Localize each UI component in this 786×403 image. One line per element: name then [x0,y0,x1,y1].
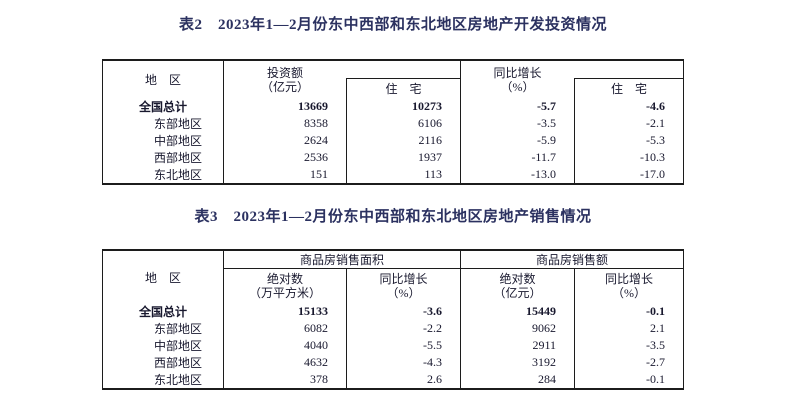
residential-value-cell: 1937 [346,149,461,166]
area-value-cell: 378 [223,371,347,389]
region-cell: 东部地区 [153,322,202,336]
amount-yoy-value-cell: -2.7 [574,354,684,371]
investment-table-title: 表2 2023年1—2月份东中西部和东北地区房地产开发投资情况 [178,17,607,33]
region-cell: 全国总计 [138,100,187,114]
residential-value-cell: 2116 [346,132,461,149]
area-value-cell: 4632 [223,354,347,371]
yoy-residential-value-cell: -17.0 [574,166,684,184]
region-cell: 西部地区 [153,151,202,165]
area-absolute-column-header: 绝对数 （万平方米） [223,268,347,303]
area-yoy-label: 同比增长 [379,272,428,286]
amount-value-cell: 284 [460,371,575,389]
table-row: 中部地区 4040 -5.5 2911 -3.5 [103,337,684,354]
table-row: 东北地区 151 113 -13.0 -17.0 [103,166,684,184]
amount-value-cell: 9062 [460,320,575,337]
table-row: 西部地区 4632 -4.3 3192 -2.7 [103,354,684,371]
sales-table-title: 表3 2023年1—2月份东中西部和东北地区房地产销售情况 [194,209,592,225]
investment-header-unit: （亿元） [260,79,309,94]
table-row: 全国总计 15133 -3.6 15449 -0.1 [103,303,684,320]
amount-value-cell: 2911 [460,337,575,354]
area-yoy-column-header: 同比增长 （%） [345,268,461,303]
table-row: 西部地区 2536 1937 -11.7 -10.3 [103,149,684,166]
region-cell: 西部地区 [153,356,202,370]
yoy-value-cell: -13.0 [460,166,575,184]
yoy-residential-header-spacer [574,60,684,79]
sales-table-header: 地 区 商品房销售面积 商品房销售额 绝对数 （万平方米） 同比增长 （%） 绝… [103,250,684,303]
region-cell: 东北地区 [153,168,202,182]
region-column-header: 地 区 [144,270,181,285]
amount-yoy-value-cell: -0.1 [574,371,684,389]
area-value-cell: 6082 [223,320,347,337]
region-column-header: 地 区 [144,73,181,87]
yoy-residential-value-cell: -4.6 [574,98,684,115]
area-yoy-value-cell: -2.2 [345,320,461,337]
area-absolute-label: 绝对数 [266,272,303,286]
region-cell: 东部地区 [153,117,202,131]
amount-value-cell: 15449 [460,303,575,320]
investment-value-cell: 151 [223,166,347,184]
sales-table-body: 全国总计 15133 -3.6 15449 -0.1 东部地区 6082 -2.… [103,303,684,389]
table-row: 东部地区 8358 6106 -3.5 -2.1 [103,115,684,132]
investment-column-header: 投资额 （亿元） [223,60,347,98]
area-yoy-value-cell: -3.6 [345,303,461,320]
investment-value-cell: 2536 [223,149,347,166]
sales-table: 地 区 商品房销售面积 商品房销售额 绝对数 （万平方米） 同比增长 （%） 绝… [102,249,685,390]
area-absolute-unit: （万平方米） [248,286,321,300]
yoy-value-cell: -5.7 [460,98,575,115]
residential-header-spacer [346,60,461,79]
yoy-residential-column-header: 住 宅 [574,78,684,98]
region-cell: 中部地区 [153,134,202,148]
residential-value-cell: 113 [346,166,461,184]
area-yoy-value-cell: 2.6 [345,371,461,389]
yoy-residential-value-cell: -2.1 [574,115,684,132]
investment-value-cell: 13669 [223,98,347,115]
amount-yoy-label: 同比增长 [605,272,654,286]
yoy-residential-value-cell: -10.3 [574,149,684,166]
sales-area-group-header: 商品房销售面积 [222,250,461,269]
investment-value-cell: 8358 [223,115,347,132]
yoy-header-label: 同比增长 [493,65,542,80]
area-yoy-value-cell: -5.5 [345,337,461,354]
amount-value-cell: 3192 [460,354,575,371]
investment-header-label: 投资额 [266,65,303,80]
area-value-cell: 15133 [223,303,347,320]
amount-yoy-unit: （%） [612,286,647,300]
area-yoy-value-cell: -4.3 [345,354,461,371]
sales-amount-group-header: 商品房销售额 [460,250,684,269]
residential-column-header: 住 宅 [346,78,461,98]
amount-absolute-column-header: 绝对数 （亿元） [460,268,575,303]
area-yoy-unit: （%） [386,286,421,300]
table-row: 中部地区 2624 2116 -5.9 -5.3 [103,132,684,149]
investment-table-body: 全国总计 13669 10273 -5.7 -4.6 东部地区 8358 610… [103,98,684,184]
amount-absolute-label: 绝对数 [499,272,536,286]
yoy-value-cell: -5.9 [460,132,575,149]
table-row: 东部地区 6082 -2.2 9062 2.1 [103,320,684,337]
yoy-header-unit: （%） [500,79,535,94]
amount-yoy-value-cell: 2.1 [574,320,684,337]
table-row: 全国总计 13669 10273 -5.7 -4.6 [103,98,684,115]
region-cell: 东北地区 [153,373,202,387]
residential-value-cell: 10273 [346,98,461,115]
yoy-value-cell: -3.5 [460,115,575,132]
amount-absolute-unit: （亿元） [493,286,542,300]
yoy-value-cell: -11.7 [460,149,575,166]
yoy-column-header: 同比增长 （%） [460,60,575,98]
investment-value-cell: 2624 [223,132,347,149]
amount-yoy-value-cell: -3.5 [574,337,684,354]
yoy-residential-value-cell: -5.3 [574,132,684,149]
amount-yoy-value-cell: -0.1 [574,303,684,320]
residential-value-cell: 6106 [346,115,461,132]
investment-table-header: 地 区 投资额 （亿元） 同比增长 （%） 住 宅 住 宅 [103,60,684,98]
investment-table: 地 区 投资额 （亿元） 同比增长 （%） 住 宅 住 宅 全国总计 13669… [102,59,684,185]
region-cell: 全国总计 [138,305,187,319]
table-row: 东北地区 378 2.6 284 -0.1 [103,371,684,389]
region-cell: 中部地区 [153,339,202,353]
area-value-cell: 4040 [223,337,347,354]
amount-yoy-column-header: 同比增长 （%） [574,268,684,303]
